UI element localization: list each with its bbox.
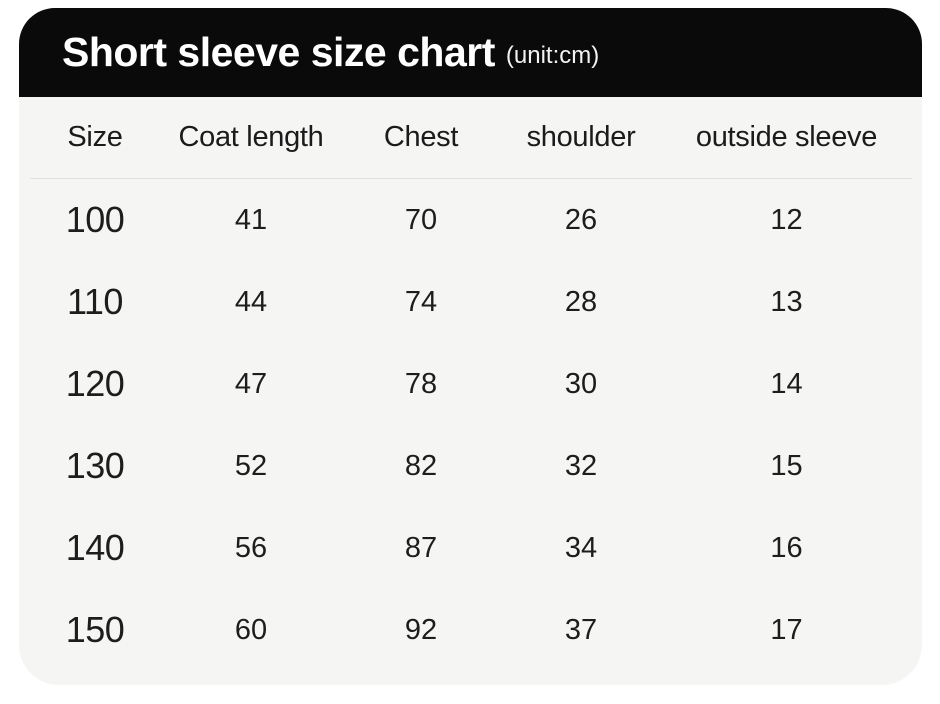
chest-cell: 82: [404, 449, 438, 482]
outside-sleeve-cell: 12: [770, 203, 803, 236]
coat-length-cell: 52: [234, 449, 268, 482]
outside-sleeve-cell: 13: [770, 285, 803, 318]
chart-title: Short sleeve size chart: [62, 29, 495, 75]
table-row: 130 52 82 32 15: [19, 425, 922, 507]
size-cell: 110: [67, 281, 123, 322]
chest-cell: 74: [404, 285, 438, 318]
column-header-chest: Chest: [383, 121, 459, 153]
column-header-coat-length: Coat length: [178, 121, 324, 153]
table-row: 100 41 70 26 12: [19, 179, 922, 261]
shoulder-cell: 30: [564, 367, 598, 400]
shoulder-cell: 32: [564, 449, 598, 482]
column-header-shoulder: shoulder: [526, 121, 636, 153]
shoulder-cell: 37: [564, 613, 598, 646]
chest-cell: 78: [404, 367, 438, 400]
outside-sleeve-cell: 17: [770, 613, 803, 646]
header-divider: [30, 178, 912, 179]
size-cell: 120: [65, 363, 125, 404]
table-row: 140 56 87 34 16: [19, 507, 922, 589]
size-table: Size Coat length Chest shoulder outside …: [19, 97, 922, 685]
chest-cell: 70: [404, 203, 438, 236]
size-chart-card: Short sleeve size chart (unit:cm) Size C…: [19, 8, 922, 685]
chart-title-bar: Short sleeve size chart (unit:cm): [19, 8, 922, 97]
table-row: 150 60 92 37 17: [19, 589, 922, 671]
coat-length-cell: 41: [234, 203, 268, 236]
shoulder-cell: 28: [564, 285, 598, 318]
size-cell: 130: [65, 445, 125, 486]
chest-cell: 87: [404, 531, 438, 564]
size-cell: 140: [65, 527, 125, 568]
size-cell: 100: [65, 199, 125, 240]
size-cell: 150: [65, 609, 125, 650]
outside-sleeve-cell: 14: [770, 367, 803, 400]
table-row: 120 47 78 30 14: [19, 343, 922, 425]
shoulder-cell: 26: [564, 203, 598, 236]
coat-length-cell: 47: [234, 367, 268, 400]
column-header-outside-sleeve: outside sleeve: [695, 121, 878, 153]
outside-sleeve-cell: 15: [770, 449, 803, 482]
shoulder-cell: 34: [564, 531, 598, 564]
table-row: 110 44 74 28 13: [19, 261, 922, 343]
chest-cell: 92: [404, 613, 438, 646]
coat-length-cell: 44: [234, 285, 268, 318]
unit-label: (unit:cm): [505, 41, 600, 69]
coat-length-cell: 60: [234, 613, 268, 646]
table-header-row: Size Coat length Chest shoulder outside …: [19, 97, 922, 178]
column-header-size: Size: [67, 121, 123, 153]
outside-sleeve-cell: 16: [770, 531, 803, 564]
coat-length-cell: 56: [234, 531, 268, 564]
